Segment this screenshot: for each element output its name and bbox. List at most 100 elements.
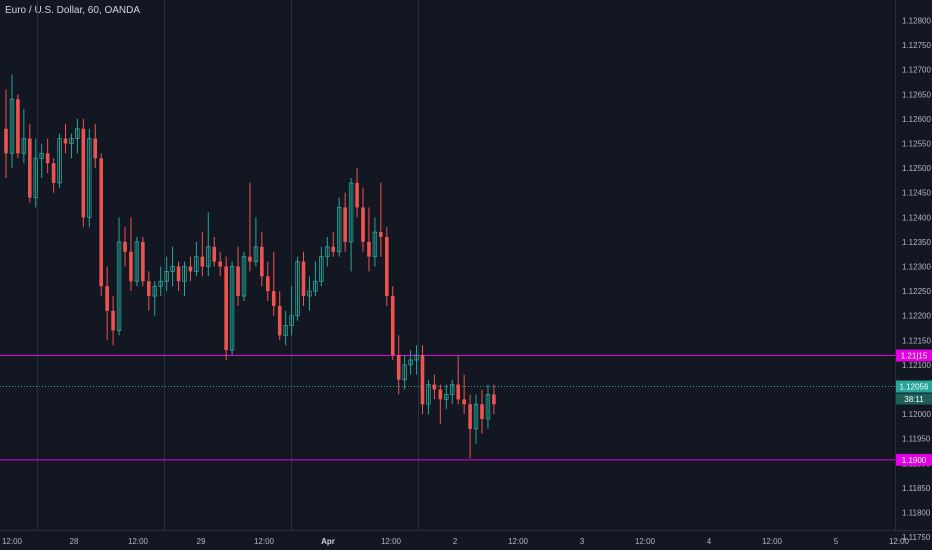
- y-tick-label: 1.12200: [902, 312, 931, 321]
- candle: [325, 236, 330, 267]
- candle: [283, 310, 288, 346]
- candle: [432, 374, 437, 400]
- candle: [21, 109, 27, 164]
- candle: [152, 281, 157, 316]
- candle-body: [111, 310, 115, 331]
- x-tick-label: 12:00: [635, 537, 656, 546]
- candle-body: [253, 246, 259, 262]
- candle-body: [63, 138, 68, 144]
- candle-body: [123, 241, 127, 252]
- candle: [69, 133, 74, 159]
- candle-body: [485, 394, 491, 420]
- y-tick-label: 1.12800: [902, 17, 931, 26]
- candle: [33, 138, 38, 208]
- candle: [271, 251, 276, 316]
- y-tick-label: 1.11950: [902, 435, 931, 444]
- candle: [355, 168, 359, 218]
- candle-body: [348, 182, 354, 243]
- x-tick-label: 4: [707, 537, 712, 546]
- current-price-badge: 1.12056: [896, 380, 932, 393]
- candle-body: [307, 290, 312, 297]
- candle: [75, 118, 80, 154]
- candle-body: [33, 157, 38, 199]
- candle-body: [367, 241, 371, 257]
- candle: [260, 232, 264, 287]
- x-tick-label: 28: [70, 537, 79, 546]
- candle-body: [99, 158, 103, 287]
- candle-body: [87, 138, 92, 218]
- x-tick-label: 29: [197, 537, 206, 546]
- candle-body: [236, 266, 240, 297]
- candle: [379, 182, 383, 257]
- candle: [468, 394, 472, 459]
- candle: [390, 286, 395, 360]
- candle: [331, 232, 336, 257]
- candle: [438, 384, 443, 424]
- candle: [473, 394, 479, 444]
- y-tick-label: 1.12600: [902, 115, 931, 124]
- candle-body: [224, 266, 228, 351]
- candle-body: [331, 246, 336, 252]
- candle-body: [158, 280, 163, 287]
- horizontal-lines-layer: [0, 355, 895, 461]
- candle-body: [212, 246, 217, 262]
- y-tick-label: 1.11850: [902, 484, 931, 493]
- candle-body: [492, 394, 496, 405]
- candle: [343, 192, 347, 252]
- candle: [182, 261, 187, 297]
- candle: [372, 217, 378, 267]
- candle-body: [129, 251, 133, 282]
- x-tick-label: Apr: [321, 537, 335, 546]
- candle: [63, 123, 68, 154]
- time-axis[interactable]: 12:00 28 12:00 29 12:00 Apr 12:00 2 12:00 3 12:00 4…: [2, 537, 910, 546]
- price-badges: 1.21|15 1.1900 1.12056 38:11: [896, 349, 932, 466]
- candle-body: [4, 128, 8, 154]
- candle-body: [438, 389, 443, 400]
- candle: [307, 276, 312, 311]
- candle-body: [147, 281, 151, 297]
- candle-body: [21, 138, 27, 154]
- candle-body: [408, 359, 413, 366]
- candle-body: [402, 364, 407, 381]
- candle-body: [260, 246, 264, 277]
- y-tick-label: 1.12250: [902, 287, 931, 296]
- candle: [147, 271, 151, 311]
- y-tick-label: 1.12350: [902, 238, 931, 247]
- candle: [277, 291, 282, 341]
- candle: [402, 355, 407, 390]
- candle: [480, 389, 484, 434]
- candle: [241, 251, 247, 301]
- y-tick-label: 1.12750: [902, 41, 931, 50]
- candle: [367, 207, 371, 272]
- candle-body: [206, 246, 211, 267]
- candle: [456, 355, 460, 405]
- candle: [301, 251, 306, 306]
- candle: [348, 177, 354, 272]
- svg-text:1.12056: 1.12056: [900, 383, 929, 392]
- candle: [99, 153, 103, 297]
- candle: [9, 74, 15, 169]
- candle-body: [480, 404, 484, 420]
- candle-body: [152, 285, 157, 297]
- candle-body: [229, 266, 235, 351]
- hline-price-badge: 1.21|15: [896, 349, 932, 362]
- candle-body: [170, 266, 175, 272]
- candle: [200, 232, 205, 277]
- candle-body: [283, 325, 288, 336]
- y-tick-label: 1.12500: [902, 164, 931, 173]
- candle-body: [313, 280, 318, 292]
- candle: [134, 236, 140, 287]
- candle: [129, 217, 133, 292]
- candle-body: [426, 384, 431, 405]
- candle-body: [194, 256, 199, 272]
- candle: [39, 143, 44, 178]
- candle: [289, 286, 294, 336]
- x-tick-label: 12:00: [128, 537, 149, 546]
- candle-body: [105, 286, 109, 311]
- candle-body: [182, 266, 187, 282]
- candle: [462, 374, 466, 415]
- x-tick-label: 12:00: [508, 537, 529, 546]
- candle-body: [385, 236, 389, 297]
- x-tick-label: 12:00: [889, 537, 910, 546]
